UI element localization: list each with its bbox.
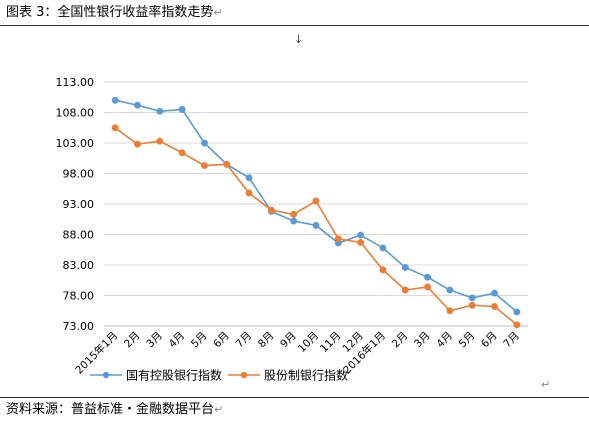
x-tick-label: 3月 bbox=[144, 330, 165, 351]
data-point bbox=[178, 106, 186, 113]
x-tick-label: 11月 bbox=[318, 330, 343, 355]
data-point bbox=[111, 124, 119, 132]
y-tick-label: 78.00 bbox=[63, 290, 95, 303]
x-tick-label: 2月 bbox=[390, 330, 411, 351]
x-tick-label: 5月 bbox=[457, 330, 478, 351]
y-tick-label: 88.00 bbox=[63, 229, 95, 242]
caption-text: 图表 3：全国性银行收益率指数走势 bbox=[6, 5, 214, 20]
data-point bbox=[111, 96, 119, 104]
legend-label: 股份制银行指数 bbox=[264, 368, 348, 383]
top-rule bbox=[0, 25, 589, 26]
data-point bbox=[468, 301, 476, 309]
y-tick-label: 73.00 bbox=[63, 320, 95, 333]
data-point bbox=[513, 321, 521, 329]
series-line bbox=[114, 99, 518, 313]
data-point bbox=[424, 273, 432, 281]
data-point bbox=[267, 206, 275, 214]
data-point bbox=[334, 235, 342, 243]
x-tick-label: 7月 bbox=[501, 330, 522, 351]
source-text: 资料来源：普益标准・金融数据平台 bbox=[6, 402, 215, 417]
x-tick-label: 4月 bbox=[434, 330, 455, 351]
data-point bbox=[134, 101, 141, 109]
data-point bbox=[134, 140, 141, 148]
data-point bbox=[491, 289, 498, 297]
data-point bbox=[491, 303, 498, 310]
y-tick-label: 113.00 bbox=[56, 76, 95, 89]
bottom-rule bbox=[0, 397, 589, 398]
source-note: 资料来源：普益标准・金融数据平台↵ bbox=[6, 402, 223, 418]
data-point bbox=[156, 137, 164, 145]
x-tick-label: 4月 bbox=[167, 330, 188, 351]
x-tick-label: 10月 bbox=[296, 330, 321, 355]
x-tick-label: 2月 bbox=[122, 330, 143, 351]
x-tick-label: 2015年1月 bbox=[73, 329, 121, 377]
data-point bbox=[178, 149, 186, 157]
data-point bbox=[200, 162, 208, 170]
y-tick-label: 83.00 bbox=[63, 259, 95, 272]
data-point bbox=[245, 174, 253, 182]
x-tick-label: 8月 bbox=[256, 330, 277, 351]
data-point bbox=[446, 307, 454, 315]
data-point bbox=[357, 231, 365, 239]
legend-marker bbox=[240, 371, 248, 379]
data-point bbox=[446, 286, 454, 294]
x-tick-label: 6月 bbox=[211, 330, 232, 351]
data-point bbox=[156, 107, 164, 115]
y-tick-label: 108.00 bbox=[56, 107, 95, 120]
data-point bbox=[200, 139, 208, 147]
data-point bbox=[379, 266, 387, 274]
legend-label: 国有控股银行指数 bbox=[126, 368, 222, 383]
legend-marker bbox=[102, 371, 110, 379]
return-mark: ↵ bbox=[213, 6, 223, 19]
figure-caption: 图表 3：全国性银行收益率指数走势↵ bbox=[6, 5, 223, 21]
return-mark: ↵ bbox=[541, 378, 551, 391]
data-point bbox=[312, 197, 320, 205]
x-tick-label: 3月 bbox=[412, 330, 433, 351]
x-tick-label: 5月 bbox=[189, 330, 210, 351]
data-point bbox=[401, 286, 409, 294]
data-point bbox=[245, 189, 253, 197]
data-point bbox=[379, 244, 387, 252]
down-arrow-icon: ↓ bbox=[294, 33, 304, 46]
data-point bbox=[401, 263, 409, 271]
data-point bbox=[290, 210, 298, 218]
data-point bbox=[468, 294, 476, 302]
y-tick-label: 93.00 bbox=[63, 198, 95, 211]
x-tick-label: 6月 bbox=[479, 330, 500, 351]
x-tick-label: 7月 bbox=[234, 330, 255, 351]
data-point bbox=[223, 160, 231, 168]
data-point bbox=[424, 283, 432, 291]
return-mark: ↵ bbox=[214, 403, 224, 416]
data-point bbox=[312, 221, 320, 229]
data-point bbox=[513, 308, 521, 316]
y-tick-label: 98.00 bbox=[63, 168, 95, 181]
data-point bbox=[290, 217, 298, 225]
data-point bbox=[357, 238, 365, 246]
y-tick-label: 103.00 bbox=[56, 137, 95, 150]
